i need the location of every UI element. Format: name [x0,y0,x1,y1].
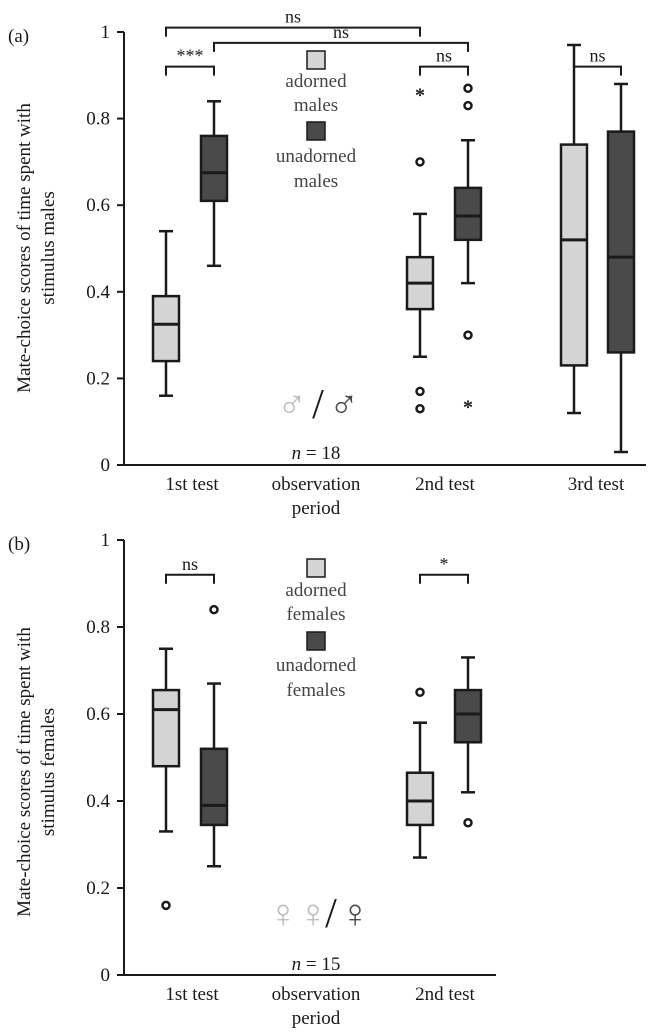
legend-label-line2: males [294,95,338,116]
x-tick-label: 1st test [165,984,219,1005]
symbol-left: ♀♀ [268,891,328,936]
y-tick-label: 0.4 [86,282,110,303]
y-tick-label: 0.6 [86,195,110,216]
box [199,747,229,827]
outlier-point [463,100,473,111]
significance-bracket [419,65,469,76]
panel-b: (b) Mate-choice scores of time spent wit… [8,530,496,1029]
x-tick-label: 2nd test [415,984,475,1005]
significance-label: ns [285,7,301,27]
significance-label: ns [182,554,198,574]
y-tick-label: 0 [101,455,111,476]
box [151,688,181,768]
y-axis-label: Mate-choice scores of time spent with [14,627,35,917]
legend-label: adorned [285,71,347,92]
symbol-right: ♀ [340,891,370,936]
legend-swatch-light [306,50,326,70]
outlier-point [415,386,425,397]
x-tick-label: 3rd test [568,474,625,495]
y-axis-label-line2: stimulus males [38,191,59,304]
legend-label-line2: males [294,171,338,192]
y-tick-label: 0 [101,965,111,986]
legend-label: adorned [285,580,347,601]
legend-label-line2: females [286,680,345,701]
significance-label: *** [177,46,204,66]
symbol-separator: / [312,382,324,428]
y-ticks: 0 0.2 0.4 0.6 0.8 1 [86,22,124,476]
outlier-point [415,403,425,414]
legend-swatch-dark [306,121,326,141]
significance-brackets: ns *** ns ns ns [165,7,622,76]
legend-swatch-dark [306,631,326,651]
legend-label: unadorned [276,146,357,167]
outlier-point [463,83,473,94]
y-tick-label: 0.6 [86,704,110,725]
outlier-point [161,900,171,911]
observation-period-label-line2: period [292,1008,341,1029]
boxplot-marks: ** [151,43,636,454]
observation-period-label-line2: period [292,498,341,519]
box [453,688,483,744]
y-tick-label: 1 [101,530,111,551]
extreme-point: * [415,85,425,107]
significance-bracket [573,65,622,76]
panel-label: (a) [8,26,29,47]
observation-period-label: observation [272,984,361,1005]
y-axis-label: Mate-choice scores of time spent with [14,103,35,393]
box [453,186,483,242]
x-tick-label: 1st test [165,474,219,495]
observation-period-label: observation [272,474,361,495]
y-tick-label: 0.2 [86,368,110,389]
box [559,143,589,367]
significance-bracket [165,65,215,76]
extreme-point: * [463,396,473,418]
box [199,134,229,203]
legend-swatch-light [306,558,326,578]
significance-bracket [165,573,215,584]
outlier-point [209,604,219,615]
outlier-point [463,818,473,828]
significance-label: * [440,554,449,574]
y-ticks: 0 0.2 0.4 0.6 0.8 1 [86,530,124,986]
y-axis-label-line2: stimulus females [38,708,59,836]
legend-label: unadorned [276,655,357,676]
outlier-point [415,157,425,167]
outlier-point [463,330,473,340]
significance-bracket [419,573,469,584]
x-tick-label: 2nd test [415,474,475,495]
box [606,130,636,354]
panel-a: (a) Mate-choice scores of time spent wit… [8,7,646,519]
box [151,294,181,363]
symbol-right: ♂ [329,382,359,427]
panel-label: (b) [8,534,30,555]
symbol-left: ♂ [277,382,307,427]
significance-brackets: ns * [165,554,469,584]
boxplot-marks [151,604,483,911]
significance-label: ns [436,46,452,66]
sample-size: n = 18 [292,443,341,464]
y-tick-label: 0.2 [86,878,110,899]
box [405,771,435,827]
y-tick-label: 1 [101,22,111,43]
y-tick-label: 0.8 [86,617,110,638]
outlier-point [415,687,425,697]
significance-bracket [213,41,469,52]
symbol-separator: / [325,891,337,937]
significance-label: ns [589,46,605,66]
significance-bracket [165,26,421,37]
y-tick-label: 0.8 [86,109,110,130]
sample-size: n = 15 [292,954,341,975]
legend-label-line2: females [286,604,345,625]
y-tick-label: 0.4 [86,791,110,812]
significance-label: ns [333,22,349,42]
